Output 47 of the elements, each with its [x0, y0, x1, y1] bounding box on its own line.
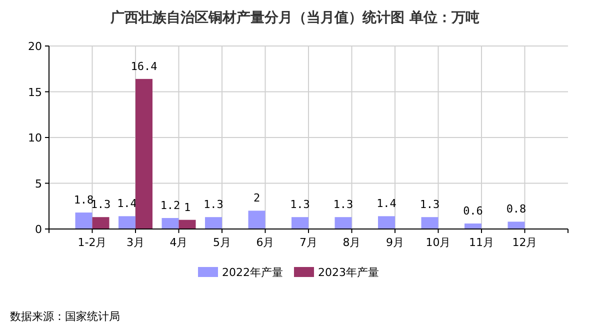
data-label: 0.6	[463, 204, 483, 218]
source-note: 数据来源：国家统计局	[10, 310, 120, 323]
data-label: 1.4	[376, 197, 397, 210]
data-label: 1.3	[420, 198, 440, 212]
x-tick-label: 3月	[126, 236, 144, 249]
y-tick-label: 10	[28, 132, 42, 144]
legend-label: 2022年产量	[222, 266, 283, 279]
x-tick-label: 11月	[469, 236, 494, 249]
bar	[334, 217, 352, 229]
y-tick-label: 5	[35, 177, 42, 190]
bar	[75, 212, 92, 229]
legend-label: 2023年产量	[318, 266, 379, 279]
bar	[464, 224, 482, 229]
x-tick-label: 7月	[300, 236, 318, 249]
bar	[162, 218, 179, 229]
bar	[508, 222, 525, 229]
data-label: 1.3	[204, 198, 224, 212]
data-label: 0.8	[506, 202, 526, 216]
bar	[292, 217, 308, 229]
x-tick-label: 5月	[213, 236, 231, 249]
bar	[118, 216, 136, 229]
bar	[205, 217, 222, 229]
x-tick-label: 4月	[170, 236, 188, 249]
bar	[92, 217, 110, 229]
chart-title: 广西壮族自治区铜材产量分月（当月值）统计图 单位：万吨	[110, 9, 480, 26]
data-label: 1	[184, 200, 191, 214]
bar	[378, 216, 395, 229]
data-label: 1.3	[333, 198, 354, 212]
x-tick-label: 8月	[342, 236, 361, 249]
bar	[178, 220, 196, 229]
bar	[421, 217, 438, 229]
x-tick-label: 1-2月	[78, 236, 107, 249]
data-label: 16.4	[130, 60, 158, 73]
x-tick-label: 10月	[426, 236, 451, 249]
data-label: 2	[253, 192, 260, 205]
bar	[136, 78, 152, 229]
y-tick-label: 20	[28, 40, 42, 53]
data-label: 1.8	[74, 194, 94, 207]
bar	[248, 210, 266, 229]
y-tick-label: 15	[28, 86, 42, 99]
y-tick-label: 0	[35, 223, 42, 236]
x-tick-label: 12月	[512, 236, 538, 249]
x-tick-label: 9月	[386, 236, 404, 249]
data-label: 1.2	[160, 199, 180, 212]
data-label: 1.4	[117, 197, 138, 210]
x-tick-label: 6月	[256, 236, 274, 249]
data-label: 1.3	[290, 198, 310, 212]
